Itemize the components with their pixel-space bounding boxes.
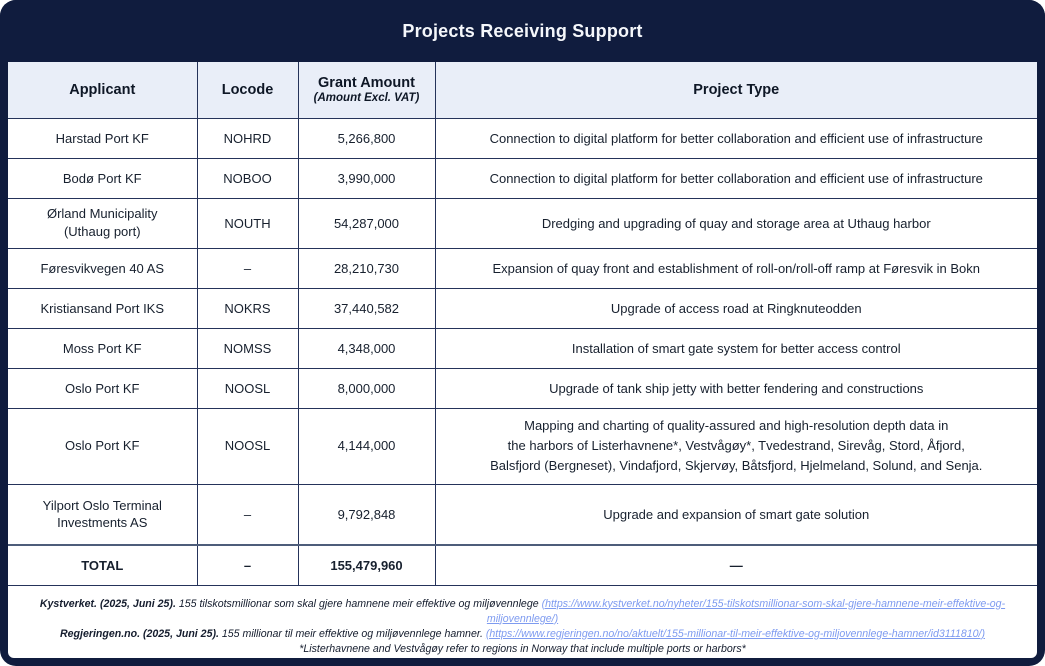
header-row: Applicant Locode Grant Amount (Amount Ex…	[8, 62, 1037, 119]
grant-cell: 5,266,800	[297, 117, 436, 159]
project-type-cell: Connection to digital platform for bette…	[434, 157, 1037, 199]
locode-cell: NOBOO	[196, 157, 299, 199]
table-row: Harstad Port KF NOHRD 5,266,800 Connecti…	[8, 117, 1037, 159]
grant-cell: 54,287,000	[297, 197, 436, 249]
applicant-cell: Moss Port KF	[8, 327, 198, 369]
applicant-cell: Oslo Port KF	[8, 407, 198, 485]
applicant-cell: Ørland Municipality (Uthaug port)	[8, 197, 198, 249]
table-header: Applicant Locode Grant Amount (Amount Ex…	[8, 62, 1037, 119]
table-row: Moss Port KF NOMSS 4,348,000 Installatio…	[8, 327, 1037, 369]
column-header-grant-amount: Grant Amount (Amount Excl. VAT)	[297, 62, 436, 119]
table-body: Harstad Port KF NOHRD 5,266,800 Connecti…	[8, 117, 1037, 586]
total-grant-cell: 155,479,960	[297, 544, 436, 586]
applicant-cell: Bodø Port KF	[8, 157, 198, 199]
locode-cell: –	[196, 483, 299, 546]
table-row: Ørland Municipality (Uthaug port) NOUTH …	[8, 197, 1037, 249]
locode-cell: NOOSL	[196, 407, 299, 485]
citations-footer: Kystverket. (2025, Juni 25). 155 tilskot…	[8, 586, 1037, 657]
citation-link[interactable]: (https://www.regjeringen.no/no/aktuelt/1…	[485, 627, 985, 640]
total-project-cell: —	[434, 544, 1037, 586]
grant-cell: 8,000,000	[297, 367, 436, 409]
total-row: TOTAL – 155,479,960 —	[8, 544, 1037, 586]
applicant-cell: Kristiansand Port IKS	[8, 287, 198, 329]
grant-amount-subtitle: (Amount Excl. VAT)	[313, 92, 420, 105]
project-type-cell: Upgrade and expansion of smart gate solu…	[434, 483, 1037, 546]
grant-cell: 4,348,000	[297, 327, 436, 369]
table-row: Oslo Port KF NOOSL 4,144,000 Mapping and…	[8, 407, 1037, 485]
grant-cell: 3,990,000	[297, 157, 436, 199]
grant-cell: 9,792,848	[297, 483, 436, 546]
table-row: Føresvikvegen 40 AS – 28,210,730 Expansi…	[8, 247, 1037, 289]
project-type-cell: Connection to digital platform for bette…	[434, 117, 1037, 159]
project-type-cell: Installation of smart gate system for be…	[434, 327, 1037, 369]
project-type-cell: Upgrade of tank ship jetty with better f…	[434, 367, 1037, 409]
project-type-cell: Expansion of quay front and establishmen…	[434, 247, 1037, 289]
applicant-cell: Oslo Port KF	[8, 367, 198, 409]
grant-cell: 4,144,000	[297, 407, 436, 485]
applicant-cell: Yilport Oslo Terminal Investments AS	[8, 483, 198, 546]
citation-line-2: Regjeringen.no. (2025, Juni 25). 155 mil…	[8, 627, 1037, 642]
grant-cell: 28,210,730	[297, 247, 436, 289]
column-header-applicant: Applicant	[8, 62, 198, 119]
citation-source: Kystverket. (2025, Juni 25).	[39, 597, 176, 610]
table-row: Yilport Oslo Terminal Investments AS – 9…	[8, 483, 1037, 546]
table-row: Oslo Port KF NOOSL 8,000,000 Upgrade of …	[8, 367, 1037, 409]
applicant-cell: Føresvikvegen 40 AS	[8, 247, 198, 289]
project-type-cell: Mapping and charting of quality-assured …	[434, 407, 1037, 485]
locode-cell: NOHRD	[196, 117, 299, 159]
table-row: Bodø Port KF NOBOO 3,990,000 Connection …	[8, 157, 1037, 199]
locode-cell: NOOSL	[196, 367, 299, 409]
locode-cell: NOUTH	[196, 197, 299, 249]
citation-text: 155 millionar til meir effektive og milj…	[218, 627, 486, 640]
locode-cell: –	[196, 247, 299, 289]
footnote-line: *Listerhavnene and Vestvågøy refer to re…	[299, 642, 746, 655]
citation-line-1: Kystverket. (2025, Juni 25). 155 tilskot…	[8, 597, 1037, 627]
column-header-locode: Locode	[196, 62, 299, 119]
projects-table: Applicant Locode Grant Amount (Amount Ex…	[8, 62, 1037, 586]
citation-source: Regjeringen.no. (2025, Juni 25).	[59, 627, 219, 640]
total-label-cell: TOTAL	[8, 544, 198, 586]
applicant-cell: Harstad Port KF	[8, 117, 198, 159]
citation-link[interactable]: (https://www.kystverket.no/nyheter/155-t…	[486, 597, 1006, 625]
grant-amount-label: Grant Amount	[318, 75, 415, 92]
column-header-project-type: Project Type	[434, 62, 1037, 119]
project-type-cell: Upgrade of access road at Ringknuteodden	[434, 287, 1037, 329]
total-locode-cell: –	[196, 544, 299, 586]
grant-cell: 37,440,582	[297, 287, 436, 329]
project-type-cell: Dredging and upgrading of quay and stora…	[434, 197, 1037, 249]
title-bar: Projects Receiving Support	[0, 0, 1045, 62]
citation-text: 155 tilskotsmillionar som skal gjere ham…	[175, 597, 542, 610]
page-title: Projects Receiving Support	[402, 20, 643, 41]
locode-cell: NOMSS	[196, 327, 299, 369]
locode-cell: NOKRS	[196, 287, 299, 329]
table-row: Kristiansand Port IKS NOKRS 37,440,582 U…	[8, 287, 1037, 329]
content-area: Applicant Locode Grant Amount (Amount Ex…	[8, 62, 1037, 658]
